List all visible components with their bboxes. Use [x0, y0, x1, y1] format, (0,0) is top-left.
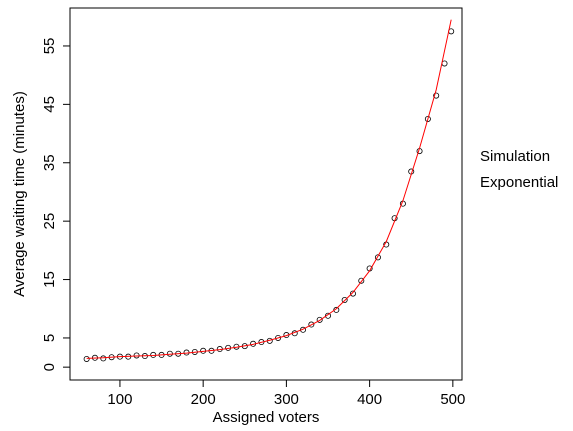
point [308, 321, 315, 328]
y-tick-label: 35 [41, 154, 58, 171]
point [325, 312, 332, 319]
point [275, 334, 282, 341]
x-axis-label: Assigned voters [213, 409, 320, 426]
point [333, 306, 340, 313]
point [341, 296, 348, 303]
x-tick-label: 400 [357, 391, 382, 408]
point [133, 352, 140, 359]
point [316, 316, 323, 323]
x-tick-label: 300 [274, 391, 299, 408]
y-tick-label: 25 [41, 213, 58, 230]
point [100, 355, 107, 362]
point [349, 290, 356, 297]
legend-entry: Exponential [480, 174, 558, 191]
x-tick-label: 200 [191, 391, 216, 408]
fit-line [86, 19, 452, 359]
y-tick-label: 5 [41, 334, 58, 342]
point [358, 277, 365, 284]
y-tick-label: 15 [41, 271, 58, 288]
y-tick-label: 45 [41, 96, 58, 113]
y-axis-label: Average waiting time (minutes) [11, 91, 28, 297]
x-tick-label: 500 [440, 391, 465, 408]
y-tick-label: 0 [41, 363, 58, 371]
point [424, 115, 431, 122]
x-tick-label: 100 [107, 391, 132, 408]
point [433, 92, 440, 99]
point [83, 355, 90, 362]
plot-frame [69, 7, 463, 381]
point [374, 254, 381, 261]
legend-entry: Simulation [480, 148, 550, 165]
y-tick-label: 55 [41, 38, 58, 55]
